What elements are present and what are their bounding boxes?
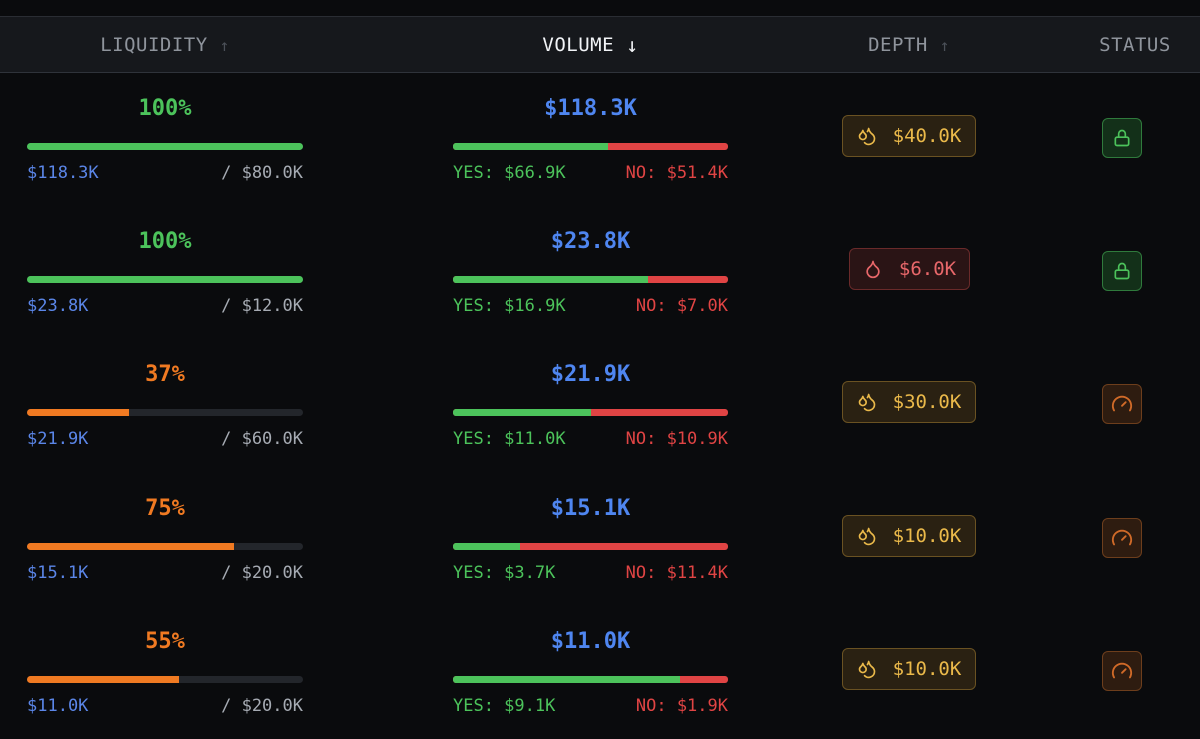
volume-yes-fill: [453, 675, 681, 683]
depth-badge[interactable]: $10.0K: [842, 647, 976, 690]
volume-split-bar: [453, 276, 728, 284]
volume-split-bar: [453, 143, 728, 150]
depth-badge[interactable]: $30.0K: [842, 381, 976, 424]
volume-no: NO: $10.9K: [625, 429, 728, 450]
liquidity-percent: 55%: [145, 628, 185, 654]
table-row[interactable]: 55% $11.0K / $20.0K $11.0K YES: $9.1K NO…: [0, 606, 1200, 739]
status-button[interactable]: [1102, 517, 1142, 558]
gauge-icon: [1111, 527, 1133, 549]
liquidity-percent: 37%: [145, 362, 185, 388]
volume-yes: YES: $9.1K: [453, 695, 556, 716]
column-header-status[interactable]: STATUS: [1080, 17, 1190, 73]
liquidity-current: $15.1K: [27, 562, 89, 583]
liquidity-percent: 75%: [145, 495, 185, 521]
droplet-icon: [863, 259, 891, 279]
liquidity-current: $11.0K: [27, 695, 89, 716]
gauge-icon: [1111, 393, 1133, 415]
volume-total: $23.8K: [550, 229, 631, 255]
liquidity-progress-fill: [27, 675, 179, 683]
column-header-label: STATUS: [1099, 34, 1171, 56]
volume-yes: YES: $11.0K: [453, 429, 566, 450]
liquidity-target: / $20.0K: [221, 695, 303, 716]
depth-value: $10.0K: [892, 524, 962, 547]
column-header-volume[interactable]: VOLUME ↓: [453, 17, 728, 73]
volume-total: $21.9K: [550, 362, 631, 388]
liquidity-progress-fill: [27, 409, 130, 417]
status-button[interactable]: [1102, 251, 1142, 292]
depth-badge[interactable]: $6.0K: [849, 248, 970, 291]
lock-icon: [1112, 128, 1132, 148]
arrow-down-icon: ↓: [626, 33, 639, 57]
liquidity-target: / $80.0K: [221, 163, 303, 183]
liquidity-current: $21.9K: [27, 429, 89, 450]
liquidity-progress-bar: [27, 276, 303, 284]
table-row[interactable]: 75% $15.1K / $20.0K $15.1K YES: $3.7K NO…: [0, 473, 1200, 606]
table-row[interactable]: 100% $23.8K / $12.0K $23.8K YES: $16.9K …: [0, 206, 1200, 339]
depth-value: $6.0K: [898, 258, 957, 281]
liquidity-current: $23.8K: [27, 296, 89, 317]
volume-split-bar: [453, 542, 728, 550]
volume-yes: YES: $3.7K: [453, 562, 556, 583]
table-row[interactable]: 37% $21.9K / $60.0K $21.9K YES: $11.0K N…: [0, 339, 1200, 472]
depth-value: $30.0K: [892, 391, 962, 414]
column-header-label: VOLUME: [542, 34, 615, 56]
liquidity-target: / $60.0K: [221, 429, 303, 450]
liquidity-percent: 100%: [138, 96, 192, 121]
liquidity-progress-bar: [27, 409, 303, 417]
volume-yes: YES: $16.9K: [453, 296, 566, 317]
gauge-icon: [1111, 660, 1133, 682]
volume-split-bar: [453, 675, 728, 683]
liquidity-progress-bar: [27, 542, 303, 550]
arrow-up-icon: ↑: [219, 35, 230, 55]
volume-no: NO: $51.4K: [625, 163, 728, 183]
volume-no: NO: $1.9K: [635, 695, 728, 716]
depth-value: $10.0K: [892, 657, 962, 680]
liquidity-percent: 100%: [138, 229, 192, 255]
status-button[interactable]: [1102, 384, 1142, 425]
depth-badge[interactable]: $10.0K: [842, 514, 976, 557]
column-header-label: DEPTH: [868, 34, 928, 56]
volume-yes: YES: $66.9K: [453, 163, 566, 183]
status-button[interactable]: [1102, 650, 1142, 691]
table-header: LIQUIDITY ↑ VOLUME ↓ DEPTH ↑ STATUS: [0, 16, 1200, 73]
liquidity-progress-fill: [27, 542, 234, 550]
liquidity-progress-bar: [27, 143, 303, 150]
volume-yes-fill: [453, 409, 592, 417]
liquidity-current: $118.3K: [27, 163, 99, 183]
column-header-label: LIQUIDITY: [100, 34, 208, 56]
lock-icon: [1112, 261, 1132, 281]
table-row[interactable]: 100% $118.3K / $80.0K $118.3K YES: $66.9…: [0, 73, 1200, 206]
droplets-icon: [857, 526, 885, 546]
column-header-liquidity[interactable]: LIQUIDITY ↑: [27, 17, 303, 73]
volume-total: $11.0K: [550, 628, 631, 654]
volume-no: NO: $11.4K: [625, 562, 728, 583]
volume-yes-fill: [453, 542, 521, 550]
volume-no: NO: $7.0K: [635, 296, 728, 317]
liquidity-progress-fill: [27, 276, 303, 284]
status-button[interactable]: [1102, 118, 1142, 158]
droplets-icon: [857, 659, 885, 679]
column-header-depth[interactable]: DEPTH ↑: [842, 17, 976, 73]
droplets-icon: [857, 392, 885, 412]
arrow-up-icon: ↑: [939, 35, 950, 55]
liquidity-progress-fill: [27, 143, 303, 150]
droplets-icon: [857, 126, 885, 146]
volume-total: $15.1K: [550, 495, 631, 521]
volume-total: $118.3K: [544, 96, 637, 121]
top-strip: [0, 0, 1200, 16]
depth-value: $40.0K: [892, 125, 962, 147]
volume-yes-fill: [453, 143, 609, 150]
depth-badge[interactable]: $40.0K: [842, 115, 976, 157]
volume-yes-fill: [453, 276, 649, 284]
liquidity-progress-bar: [27, 675, 303, 683]
liquidity-target: / $12.0K: [221, 296, 303, 317]
liquidity-target: / $20.0K: [221, 562, 303, 583]
volume-split-bar: [453, 409, 728, 417]
